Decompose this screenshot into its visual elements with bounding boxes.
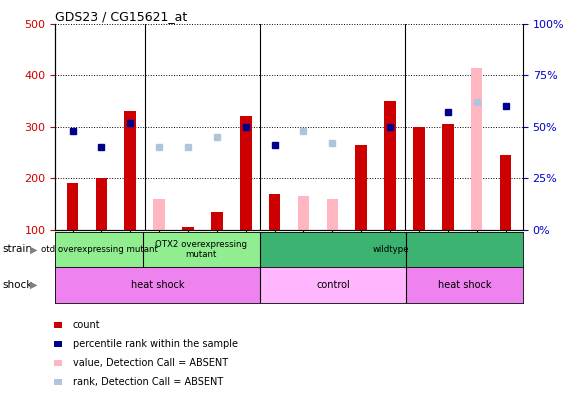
Bar xyxy=(55,267,260,303)
Bar xyxy=(55,232,143,267)
Bar xyxy=(406,267,523,303)
Bar xyxy=(327,199,338,230)
Text: GDS23 / CG15621_at: GDS23 / CG15621_at xyxy=(55,10,188,23)
Text: ▶: ▶ xyxy=(30,280,37,290)
Text: shock: shock xyxy=(3,280,33,290)
Text: OTX2 overexpressing
mutant: OTX2 overexpressing mutant xyxy=(155,240,248,259)
Text: wildtype: wildtype xyxy=(373,245,410,254)
Text: otd overexpressing mutant: otd overexpressing mutant xyxy=(41,245,157,254)
Text: control: control xyxy=(316,280,350,290)
Text: heat shock: heat shock xyxy=(131,280,184,290)
Bar xyxy=(260,267,406,303)
Bar xyxy=(67,183,78,230)
Text: rank, Detection Call = ABSENT: rank, Detection Call = ABSENT xyxy=(73,377,223,387)
Bar xyxy=(260,232,523,267)
Bar xyxy=(96,178,107,230)
Bar xyxy=(240,116,252,230)
Bar xyxy=(153,199,165,230)
Text: heat shock: heat shock xyxy=(437,280,491,290)
Bar xyxy=(211,211,223,230)
Bar xyxy=(356,145,367,230)
Text: percentile rank within the sample: percentile rank within the sample xyxy=(73,339,238,349)
Bar xyxy=(143,232,260,267)
Bar xyxy=(269,194,281,230)
Text: strain: strain xyxy=(3,244,33,255)
Bar xyxy=(413,127,425,230)
Text: ▶: ▶ xyxy=(30,244,37,255)
Text: count: count xyxy=(73,320,101,330)
Bar xyxy=(500,155,511,230)
Bar xyxy=(471,67,482,230)
Bar xyxy=(182,227,194,230)
Bar xyxy=(442,124,454,230)
Bar xyxy=(124,111,136,230)
Bar xyxy=(297,196,309,230)
Bar xyxy=(384,101,396,230)
Text: value, Detection Call = ABSENT: value, Detection Call = ABSENT xyxy=(73,358,228,368)
